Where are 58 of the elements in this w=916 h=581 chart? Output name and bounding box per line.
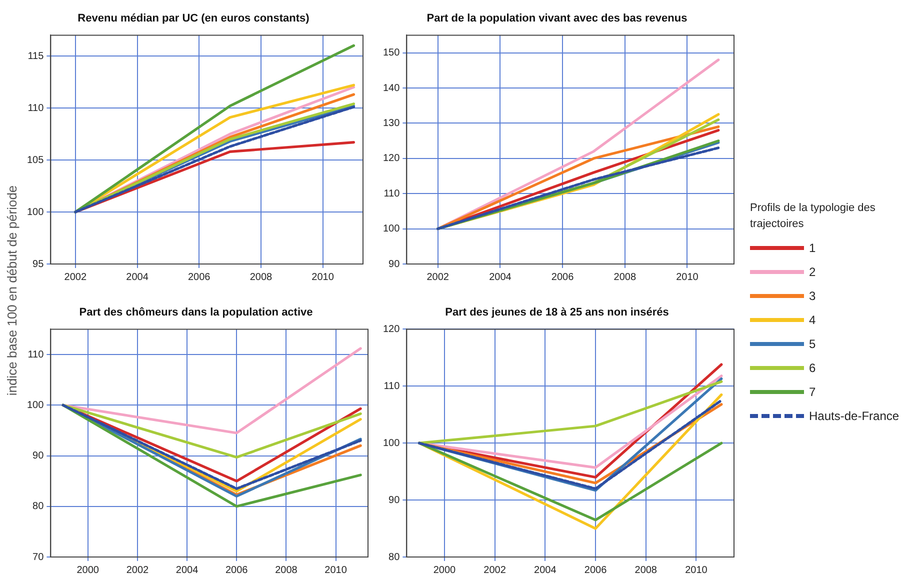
y-tick-label: 130: [382, 118, 400, 129]
legend-label: 7: [809, 385, 816, 399]
chart-title: Part des jeunes de 18 à 25 ans non insérés: [445, 306, 669, 319]
y-tick-label: 80: [32, 501, 44, 512]
x-tick-label: 2010: [324, 564, 348, 576]
y-tick-label: 110: [384, 188, 400, 200]
y-tick-label: 80: [388, 552, 400, 563]
x-tick-label: 2008: [614, 272, 636, 283]
x-tick-label: 2000: [433, 564, 456, 576]
legend-label: 3: [809, 289, 816, 303]
legend-title: Profils de la typologie des trajectoires: [750, 201, 876, 232]
y-tick-label: 110: [28, 102, 44, 114]
chart-title: Part des chômeurs dans la population active: [79, 306, 313, 319]
legend-label: 1: [809, 241, 816, 255]
x-tick-label: 2004: [534, 564, 557, 576]
legend-label: 2: [809, 265, 816, 279]
y-tick-label: 115: [28, 50, 44, 62]
y-tick-label: 70: [32, 552, 44, 563]
x-tick-label: 2006: [225, 564, 248, 576]
x-tick-label: 2008: [250, 272, 273, 283]
x-tick-label: 2004: [489, 272, 512, 283]
y-tick-label: 90: [32, 450, 44, 462]
x-tick-label: 2010: [312, 272, 334, 283]
x-tick-label: 2002: [126, 564, 150, 576]
y-tick-label: 90: [388, 494, 400, 506]
y-tick-label: 100: [26, 400, 44, 411]
y-tick-label: 140: [382, 82, 400, 94]
chart-title: Revenu médian par UC (en euros constants): [78, 12, 310, 25]
x-tick-label: 2008: [275, 564, 298, 576]
x-tick-label: 2004: [176, 564, 199, 576]
x-tick-label: 2010: [685, 564, 708, 576]
legend-label: 4: [809, 313, 816, 327]
y-tick-label: 110: [384, 380, 400, 392]
y-tick-label: 105: [26, 154, 44, 166]
y-tick-label: 95: [32, 258, 44, 270]
y-tick-label: 100: [26, 206, 44, 218]
chart-title: Part de la population vivant avec des bas revenus: [426, 12, 688, 25]
x-tick-label: 2002: [426, 272, 450, 283]
x-tick-label: 2004: [126, 272, 149, 283]
y-tick-label: 110: [28, 349, 44, 360]
x-tick-label: 2006: [584, 564, 608, 576]
y-tick-label: 100: [382, 438, 400, 449]
x-tick-label: 2000: [76, 564, 100, 576]
y-tick-label: 150: [382, 48, 400, 59]
x-tick-label: 2006: [551, 272, 574, 283]
y-axis-title: indice base 100 en début de période: [4, 185, 20, 396]
legend-label: Hauts-de-France: [809, 409, 900, 423]
y-tick-label: 100: [382, 224, 400, 235]
legend-label: 5: [809, 337, 816, 351]
x-tick-label: 2006: [188, 272, 211, 283]
x-tick-label: 2010: [676, 272, 699, 283]
y-tick-label: 120: [382, 324, 400, 335]
x-tick-label: 2002: [484, 564, 506, 576]
x-tick-label: 2008: [634, 564, 658, 576]
x-tick-label: 2002: [64, 272, 87, 283]
y-tick-label: 120: [382, 153, 400, 164]
legend-label: 6: [809, 361, 816, 375]
y-tick-label: 90: [388, 258, 400, 270]
